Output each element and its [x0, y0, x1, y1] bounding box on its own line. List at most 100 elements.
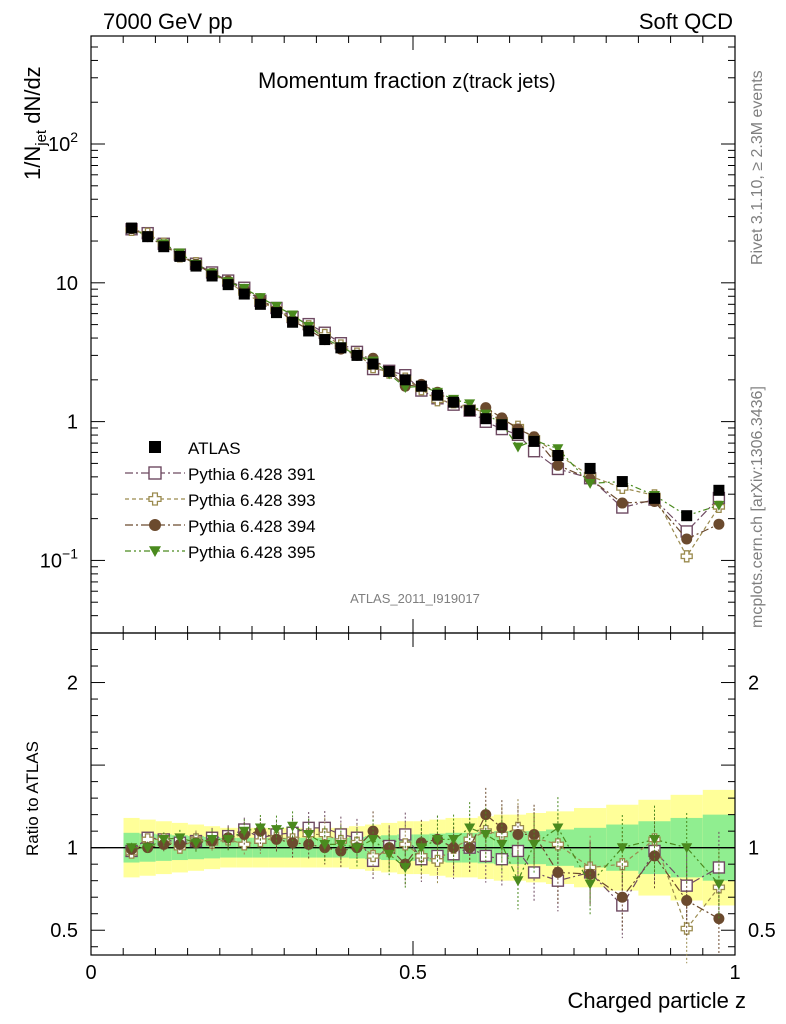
marker-cross-open [680, 550, 693, 563]
process-label: Soft QCD [639, 9, 733, 34]
marker-triangle-down [480, 830, 492, 840]
marker-triangle-down [399, 863, 411, 873]
marker-triangle-down [464, 399, 476, 410]
marker-circle-filled [480, 809, 492, 821]
ratio-y-tick-label-right: 2 [748, 673, 759, 695]
marker-triangle-down [713, 879, 725, 890]
text-layer: 7000 GeV pp Soft QCD Momentum fraction z(… [20, 9, 766, 1013]
marker-square-filled [464, 405, 476, 417]
mcplots-label: mcplots.cern.ch [arXiv:1306.3436] [749, 386, 766, 628]
marker-circle-filled [552, 866, 564, 878]
marker-square-filled [528, 435, 540, 447]
marker-triangle-down [713, 500, 725, 511]
marker-square-filled [222, 279, 234, 291]
marker-square-filled [190, 260, 202, 272]
tick-labels: 10−1 1 10 102 0.5 0.5 1 1 2 2 0 0.5 1 [40, 129, 776, 984]
marker-triangle-down [254, 293, 266, 303]
marker-triangle-down [303, 830, 315, 840]
marker-circle-filled [616, 497, 628, 509]
series-line-main [131, 229, 720, 558]
marker-circle-filled [552, 459, 564, 471]
analysis-id-label: ATLAS_2011_I919017 [350, 591, 480, 606]
marker-square-filled [616, 476, 628, 488]
marker-cross-open [551, 838, 565, 851]
marker-square-filled [206, 270, 218, 282]
marker-triangle-down [399, 383, 411, 394]
marker-triangle-down [584, 879, 596, 890]
marker-circle-filled [174, 838, 186, 850]
marker-triangle-down [464, 823, 476, 834]
marker-square-filled [319, 334, 331, 346]
marker-square-filled [351, 349, 363, 361]
legend: ATLAS Pythia 6.428 391 Pythia 6.428 393 Pyt… [125, 439, 316, 562]
marker-triangle-down [351, 843, 363, 854]
ratio-y-tick-label-left: 1 [67, 838, 78, 860]
marker-circle-filled [149, 519, 161, 531]
marker-triangle-down [512, 442, 524, 453]
series-layer [125, 222, 726, 964]
marker-square-filled [399, 374, 411, 386]
marker-square-filled [383, 365, 395, 377]
marker-triangle-down [319, 839, 331, 850]
series-atlas [126, 222, 725, 522]
marker-square-filled [649, 492, 660, 504]
marker-square-filled [584, 462, 596, 474]
ratio-y-tick-label-left: 0.5 [50, 920, 78, 942]
ratio-y-tick-label-left: 2 [67, 673, 78, 695]
marker-circle-filled [270, 833, 282, 845]
marker-square-filled [238, 288, 250, 300]
marker-square-filled [335, 342, 347, 354]
ratio-y-tick-label-right: 1 [748, 838, 759, 860]
marker-triangle-down [142, 843, 154, 854]
marker-square-filled [367, 358, 379, 370]
marker-circle-filled [649, 850, 660, 862]
marker-circle-filled [681, 895, 693, 907]
marker-square-filled [270, 307, 282, 319]
y-axis-label-ratio: Ratio to ATLAS [23, 741, 42, 856]
marker-square-filled [149, 441, 161, 453]
beam-energy-label: 7000 GeV pp [103, 9, 233, 34]
legend-label: Pythia 6.428 391 [188, 465, 316, 484]
marker-cross-open [148, 492, 162, 506]
marker-triangle-down [270, 825, 282, 836]
y-axis-label-main: 1/Njet dN/dz [20, 66, 50, 180]
marker-square-filled [496, 419, 508, 431]
marker-circle-filled [681, 533, 693, 545]
x-tick-label: 0.5 [399, 962, 427, 984]
marker-triangle-down [190, 838, 202, 849]
marker-square-filled [126, 222, 138, 234]
marker-triangle-down [496, 839, 508, 850]
marker-square-filled [287, 316, 299, 328]
legend-label: ATLAS [188, 439, 241, 458]
marker-circle-filled [287, 837, 299, 849]
marker-triangle-down [367, 835, 379, 845]
marker-square-open [148, 466, 162, 480]
marker-square-open [527, 445, 541, 458]
y-tick-label: 1 [67, 412, 78, 434]
legend-label: Pythia 6.428 393 [188, 491, 316, 510]
marker-square-filled [512, 428, 524, 440]
x-axis-label: Charged particle z [567, 988, 746, 1013]
marker-triangle-down [335, 839, 347, 850]
marker-square-filled [174, 250, 186, 262]
marker-triangle-down [254, 823, 266, 834]
marker-cross-open [254, 834, 267, 848]
marker-triangle-down [415, 843, 427, 854]
marker-circle-filled [512, 828, 524, 840]
marker-triangle-down [222, 835, 234, 845]
marker-triangle-down [287, 821, 299, 832]
marker-triangle-down [287, 310, 299, 321]
marker-triangle-down [512, 876, 524, 887]
axes-frames [90, 35, 736, 956]
marker-triangle-down [126, 843, 138, 854]
marker-circle-filled [528, 828, 540, 840]
marker-circle-filled [713, 518, 725, 530]
plot-title: Momentum fraction z(track jets) [258, 68, 556, 93]
marker-triangle-down [270, 301, 282, 312]
y-tick-label: 10−1 [40, 545, 78, 572]
series-line-main [131, 228, 720, 533]
marker-triangle-down [431, 835, 443, 845]
marker-triangle-down [584, 479, 596, 489]
marker-triangle-down [238, 826, 250, 837]
